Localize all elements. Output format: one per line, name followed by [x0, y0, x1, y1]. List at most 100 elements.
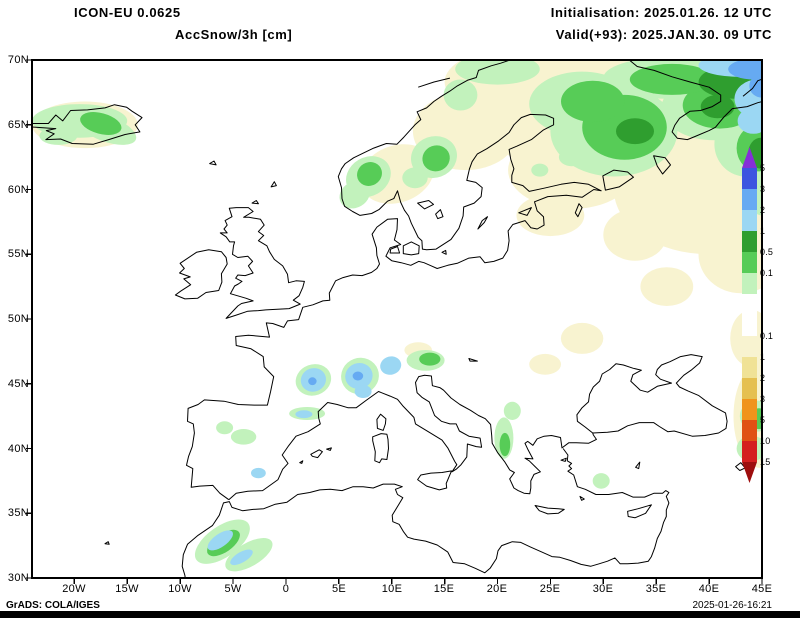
coastline-path: [372, 433, 389, 464]
snow-shade-patch: [640, 267, 694, 306]
lon-axis-label: 30E: [592, 583, 614, 595]
coastline-path: [417, 470, 452, 491]
coastline-path: [560, 457, 567, 462]
coastline-path: [579, 495, 585, 501]
colorbar-segment: [742, 315, 757, 336]
snow-shade-patch: [230, 549, 253, 566]
coastline-path: [477, 216, 488, 230]
colorbar-tick-label: 0.5: [760, 247, 774, 257]
colorbar-segment: [742, 189, 757, 210]
colorbar-segment: [742, 336, 757, 357]
lon-axis-label: 5W: [224, 583, 242, 595]
snow-shade-patch: [216, 421, 234, 435]
snow-shade-patch: [592, 473, 610, 489]
colorbar-tick-label: 1: [760, 226, 766, 236]
lon-axis-label: 15E: [433, 583, 455, 595]
lon-axis-label: 20E: [486, 583, 508, 595]
coastline-path: [653, 155, 671, 175]
colorbar-tick-label: 0.1: [760, 331, 774, 341]
lon-axis-label: 35E: [645, 583, 667, 595]
snow-shade-patch: [339, 180, 370, 209]
snow-shade-patch: [357, 162, 382, 186]
snow-shade-patch: [402, 167, 428, 189]
coastline-path: [389, 246, 401, 254]
snow-shade-patch: [419, 352, 441, 366]
coastline-path: [402, 241, 420, 256]
init-time-label: Initialisation: 2025.01.26. 12 UTC: [550, 5, 772, 20]
coastline-path: [310, 449, 323, 459]
snow-shade-patch: [308, 377, 317, 386]
snow-shade-patch: [560, 322, 604, 354]
snow-shade-patch: [295, 410, 313, 419]
grads-credit: GrADS: COLA/IGES: [6, 600, 100, 611]
coastline-path: [174, 249, 228, 300]
colorbar-tick-label: 10: [760, 436, 771, 446]
coastline-path: [32, 104, 143, 145]
lon-axis-label: 10W: [168, 583, 192, 595]
colorbar-tick-label: 5: [760, 163, 766, 173]
lon-axis-label: 25E: [539, 583, 561, 595]
colorbar-segment: [742, 273, 757, 294]
snow-shade-patch: [422, 145, 450, 172]
colorbar-tick-label: 2: [760, 373, 766, 383]
snow-shade-patch: [352, 371, 364, 381]
colorbar-segment: [742, 231, 757, 252]
colorbar-arrow-up: [742, 147, 757, 168]
snow-shade-patch: [531, 163, 549, 177]
coastline-path: [441, 249, 447, 255]
coastline-path: [534, 505, 565, 515]
snow-shade-patch: [499, 432, 511, 457]
coastline-path: [104, 541, 110, 545]
lon-axis-label: 40E: [698, 583, 720, 595]
coastline-path: [270, 181, 277, 188]
snow-shade-patch: [39, 126, 78, 145]
lat-axis-label: 60N: [7, 184, 29, 196]
lat-axis-label: 65N: [7, 119, 29, 131]
snow-shade-patch: [516, 194, 585, 237]
colorbar-segment: [742, 420, 757, 441]
lat-axis-label: 30N: [7, 572, 29, 584]
coastline-path: [228, 374, 597, 501]
snow-shade-patch: [207, 530, 233, 551]
colorbar-tick-label: 5: [760, 415, 766, 425]
snow-shade-patch: [230, 429, 257, 445]
valid-time-label: Valid(+93): 2025.JAN.30. 09 UTC: [555, 27, 772, 42]
colorbar-segment: [742, 168, 757, 189]
lat-axis-label: 45N: [7, 378, 29, 390]
lat-axis-label: 70N: [7, 54, 29, 66]
colorbar-segment: [742, 252, 757, 273]
colorbar-segment: [742, 399, 757, 420]
snow-shade-patch: [558, 148, 585, 167]
lon-axis-label: 15W: [115, 583, 139, 595]
snow-shade-patch: [354, 385, 372, 398]
snow-shade-patch: [561, 80, 625, 123]
colorbar-segment: [742, 210, 757, 231]
variable-title: AccSnow/3h [cm]: [175, 27, 293, 42]
colorbar-tick-label: 15: [760, 457, 771, 467]
map-frame: [31, 59, 763, 579]
coastline-path: [635, 461, 641, 470]
colorbar-tick-label: 3: [760, 184, 766, 194]
coastline-path: [468, 358, 478, 362]
colorbar-segment: [742, 441, 757, 462]
coastline-path: [376, 413, 387, 431]
coastline-path: [209, 160, 217, 166]
coastline-path: [418, 77, 451, 88]
lon-axis-label: 5E: [331, 583, 347, 595]
snow-shade-patch: [503, 401, 521, 420]
coastline-path: [251, 200, 259, 205]
colorbar-segment: [742, 357, 757, 378]
coastline-path: [518, 207, 532, 216]
lon-axis-label: 0: [282, 583, 290, 595]
lon-axis-label: 45E: [751, 583, 773, 595]
snow-shade-patch: [529, 353, 561, 375]
lat-axis-label: 55N: [7, 248, 29, 260]
lon-axis-label: 10E: [381, 583, 403, 595]
lat-axis-label: 35N: [7, 507, 29, 519]
lat-axis-label: 40N: [7, 443, 29, 455]
snow-shade-patch: [629, 63, 715, 95]
snow-shade-patch: [251, 467, 266, 479]
colorbar-tick-label: 2: [760, 205, 766, 215]
coastline-path: [326, 447, 332, 451]
